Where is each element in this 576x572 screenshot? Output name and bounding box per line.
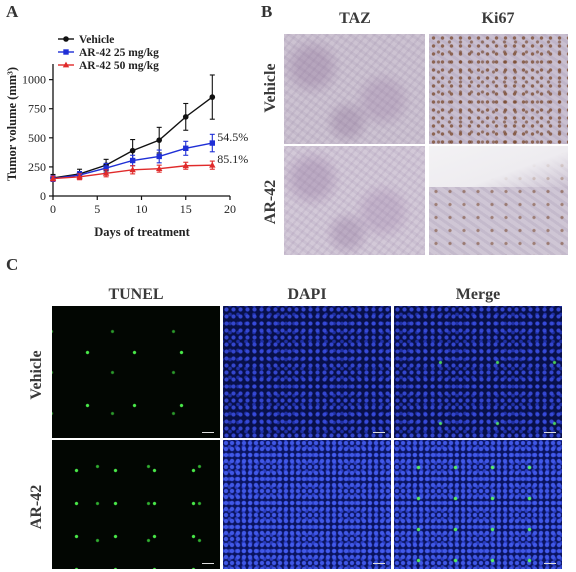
- data-point: [209, 140, 215, 146]
- series-ar-42-50-mg-kg: 85.1%: [49, 152, 248, 182]
- y-axis-label: Tumor volume (mm³): [5, 67, 19, 181]
- image-merge-ar42: [394, 440, 562, 569]
- chart-axes: 0 5 10 15 20 0 250 500 750 1000: [22, 64, 236, 216]
- x-axis-label: Days of treatment: [94, 225, 190, 239]
- legend-label: Vehicle: [79, 34, 114, 46]
- panel-b-row-ar42: AR-42: [262, 179, 279, 225]
- panel-c-row-vehicle: Vehicle: [28, 350, 45, 400]
- scale-bar: [373, 563, 385, 564]
- tumor-volume-chart: 0 5 10 15 20 0 250 500 750 1000 54.5% 85.1% Vehicl…: [5, 34, 248, 239]
- data-point: [209, 161, 216, 168]
- scale-bar: [544, 563, 556, 564]
- image-tunel-ar42: [52, 440, 220, 569]
- scale-bar: [202, 432, 214, 433]
- image-ki67-vehicle: [429, 34, 568, 144]
- data-point: [76, 173, 83, 180]
- data-point: [129, 166, 136, 173]
- scale-bar: [373, 432, 385, 433]
- image-taz-vehicle: [284, 34, 425, 144]
- image-taz-ar42: [284, 146, 425, 255]
- panel-b-letter: B: [261, 2, 273, 21]
- panel-c-row-ar42: AR-42: [28, 484, 45, 530]
- x-tick-label: 20: [224, 202, 236, 216]
- panel-c-col-tunel: TUNEL: [108, 286, 164, 303]
- data-point: [156, 137, 162, 143]
- data-point: [182, 162, 189, 169]
- y-tick-label: 1000: [22, 73, 46, 87]
- panel-b-col-taz: TAZ: [339, 10, 371, 27]
- panel-c-letter: C: [6, 255, 19, 274]
- data-point: [63, 36, 69, 42]
- data-point: [183, 145, 189, 151]
- image-dapi-vehicle: [223, 306, 391, 438]
- legend-label: AR-42 25 mg/kg: [79, 47, 159, 59]
- x-tick-label: 0: [50, 202, 56, 216]
- chart-series: 54.5% 85.1%: [49, 74, 248, 183]
- image-tunel-vehicle: [52, 306, 220, 438]
- image-merge-vehicle: [394, 306, 562, 438]
- data-point: [103, 165, 109, 171]
- data-point: [49, 175, 57, 181]
- data-point: [156, 153, 162, 160]
- scale-bar: [202, 563, 214, 564]
- x-tick-label: 15: [180, 202, 192, 216]
- image-dapi-ar42: [223, 440, 391, 569]
- data-point: [129, 147, 136, 154]
- panel-a-letter: A: [6, 2, 19, 21]
- legend-label: AR-42 50 mg/kg: [79, 60, 159, 72]
- y-tick-label: 750: [28, 102, 46, 116]
- data-point: [102, 169, 110, 176]
- image-ki67-ar42: [429, 146, 568, 255]
- panel-c-col-dapi: DAPI: [287, 286, 327, 303]
- reduction-annotation: 54.5%: [217, 130, 248, 144]
- data-point: [209, 94, 216, 100]
- y-tick-label: 500: [28, 131, 46, 145]
- y-tick-label: 0: [40, 189, 46, 203]
- reduction-annotation: 85.1%: [217, 152, 248, 166]
- y-tick-label: 250: [28, 160, 46, 174]
- panel-c-col-merge: Merge: [455, 286, 501, 303]
- panel-b-col-ki67: Ki67: [481, 10, 515, 27]
- scale-bar: [544, 432, 556, 433]
- panel-b-row-vehicle: Vehicle: [262, 63, 279, 113]
- data-point: [129, 157, 136, 164]
- data-point: [62, 61, 70, 68]
- x-tick-label: 10: [136, 202, 148, 216]
- data-point: [182, 114, 189, 120]
- data-point: [156, 165, 163, 172]
- x-tick-label: 5: [94, 202, 100, 216]
- data-point: [63, 49, 69, 55]
